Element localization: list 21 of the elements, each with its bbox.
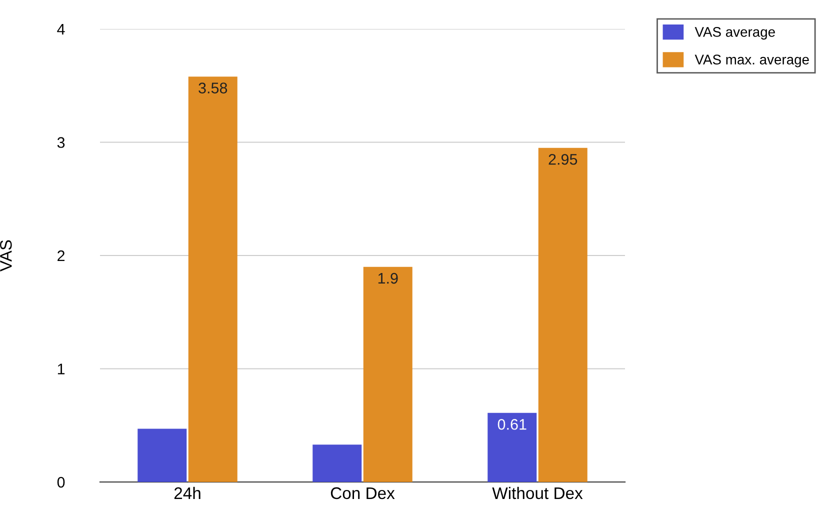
- y-tick-label: 4: [57, 24, 65, 35]
- y-tick-label: 2: [58, 250, 65, 262]
- bar: [363, 266, 412, 482]
- y-tick-label: 1: [58, 364, 65, 374]
- bar: [488, 412, 537, 482]
- data-label: 2.95: [548, 154, 578, 165]
- legend-label: VAS max. average: [694, 54, 809, 68]
- y-tick-label: 3: [57, 137, 65, 148]
- y-tick-label: 0: [57, 476, 65, 488]
- data-label: 0.61: [498, 418, 526, 430]
- bar: [538, 148, 588, 482]
- x-tick-label: 24h: [174, 486, 200, 499]
- bar: [138, 428, 187, 482]
- bar: [312, 444, 362, 482]
- x-tick-label: Con Dex: [330, 487, 395, 500]
- legend-label: VAS average: [694, 27, 775, 40]
- y-axis-title: VAS: [0, 240, 12, 272]
- data-label: 1.9: [378, 272, 398, 284]
- data-label: 3.58: [198, 82, 228, 94]
- bar: [188, 76, 238, 482]
- x-tick-label: Without Dex: [492, 486, 583, 500]
